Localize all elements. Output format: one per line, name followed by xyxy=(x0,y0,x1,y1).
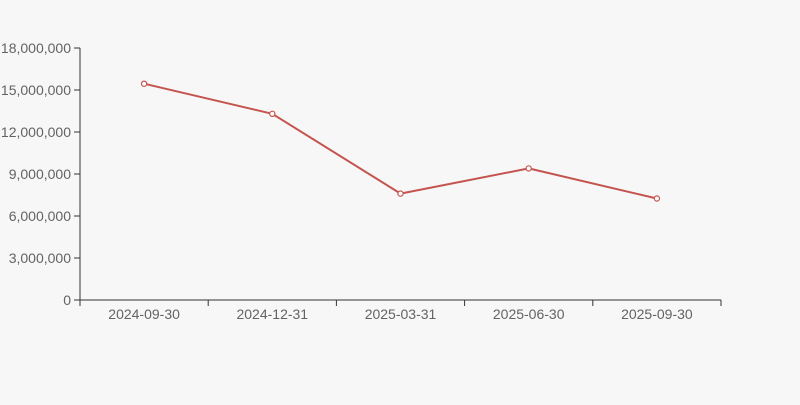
data-point-marker[interactable] xyxy=(525,165,532,172)
data-point-marker[interactable] xyxy=(269,110,276,118)
y-axis-tick-label: 3,000,000 xyxy=(9,250,71,266)
data-point-marker[interactable] xyxy=(653,195,661,202)
x-axis-category-label: 2025-03-31 xyxy=(365,306,437,322)
y-axis-tick-label: 6,000,000 xyxy=(9,208,71,224)
data-point-marker[interactable] xyxy=(140,80,148,87)
x-axis-category-label: 2024-09-30 xyxy=(108,306,180,322)
y-axis-tick-label: 15,000,000 xyxy=(1,82,71,98)
y-axis-tick-label: 0 xyxy=(63,292,71,308)
y-axis-tick-label: 18,000,000 xyxy=(1,40,71,56)
data-point-marker[interactable] xyxy=(397,190,404,197)
x-axis-category-label: 2025-09-30 xyxy=(621,306,693,322)
x-axis-category-label: 2024-12-31 xyxy=(236,306,308,322)
y-axis-tick-label: 12,000,000 xyxy=(1,124,71,140)
y-axis-tick-label: 9,000,000 xyxy=(9,166,71,182)
x-axis-category-label: 2025-06-30 xyxy=(493,306,565,322)
series-line xyxy=(143,82,658,200)
